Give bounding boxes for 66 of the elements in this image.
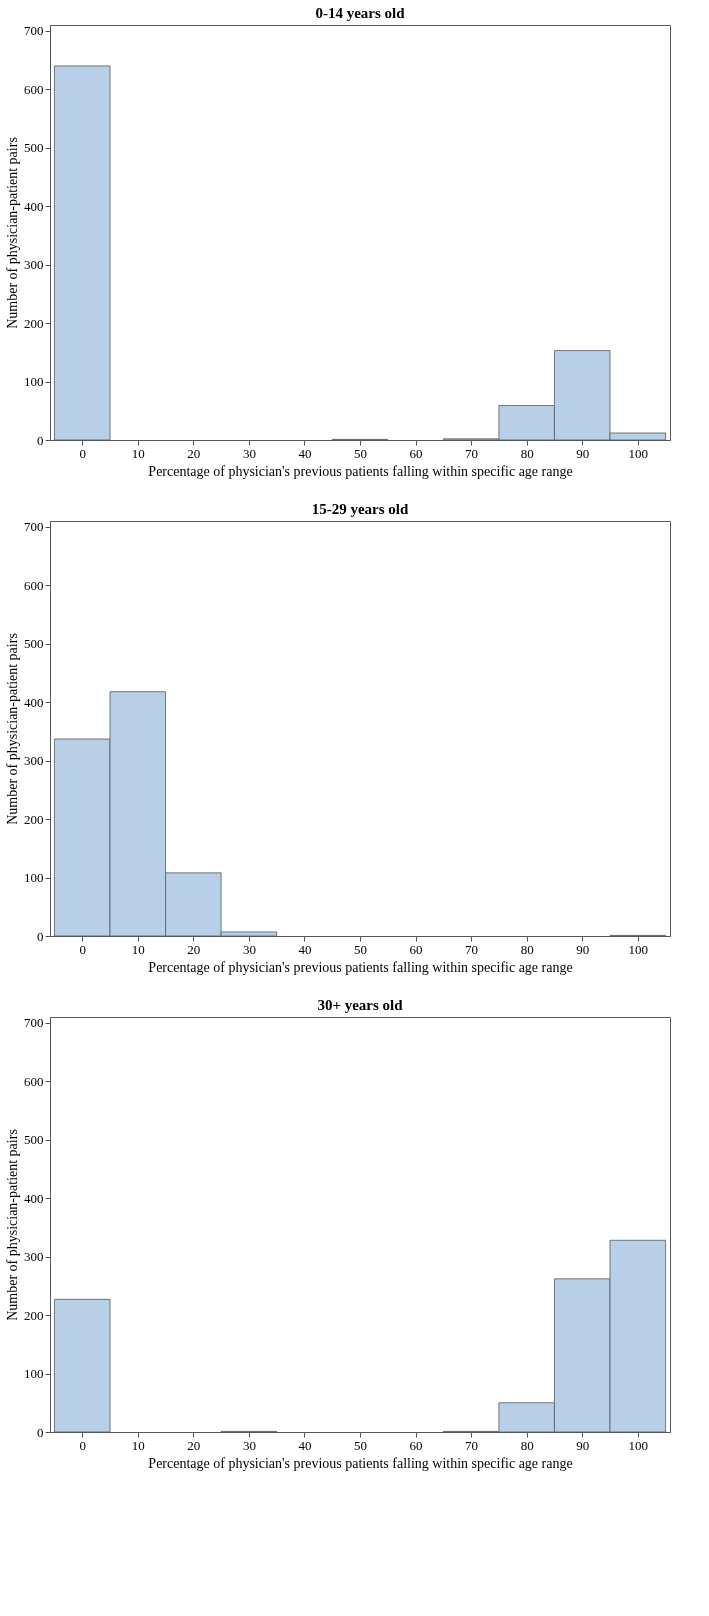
x-tick-label: 20 (187, 941, 201, 957)
x-tick-label: 60 (409, 941, 423, 957)
x-tick-label: 80 (520, 445, 534, 461)
y-tick-label: 100 (24, 1366, 44, 1382)
x-tick-label: 70 (465, 941, 479, 957)
y-axis-title: Number of physician-patient pairs (5, 633, 20, 825)
x-axis-title: Percentage of physician's previous patients falling within specific age range (148, 1455, 573, 1471)
x-tick-label: 20 (187, 445, 201, 461)
x-tick-label: 70 (465, 445, 479, 461)
y-tick-label: 500 (24, 140, 44, 156)
chart-title: 15-29 years old (311, 500, 409, 517)
x-tick-label: 20 (187, 1437, 201, 1453)
y-axis-title: Number of physician-patient pairs (5, 137, 20, 329)
x-tick-label: 70 (465, 1437, 479, 1453)
x-tick-label: 30 (242, 1437, 256, 1453)
y-tick-label: 200 (24, 811, 44, 827)
x-tick-label: 100 (628, 941, 649, 957)
x-tick-label: 10 (131, 1437, 145, 1453)
y-tick-label: 200 (24, 315, 44, 331)
x-tick-label: 100 (628, 445, 649, 461)
x-tick-label: 90 (576, 941, 590, 957)
y-tick-label: 400 (24, 1190, 44, 1206)
y-tick-label: 600 (24, 81, 44, 97)
y-tick-label: 300 (24, 1249, 44, 1265)
y-tick-label: 200 (24, 1307, 44, 1323)
y-tick-label: 500 (24, 636, 44, 652)
y-tick-label: 500 (24, 1132, 44, 1148)
y-tick-label: 0 (37, 432, 44, 448)
y-tick-label: 700 (24, 23, 44, 39)
y-axis-title: Number of physician-patient pairs (5, 1129, 20, 1321)
y-tick-label: 100 (24, 870, 44, 886)
x-axis-title: Percentage of physician's previous patients falling within specific age range (148, 463, 573, 479)
chart-title: 0-14 years old (315, 4, 406, 21)
y-tick-label: 300 (24, 257, 44, 273)
y-tick-label: 300 (24, 753, 44, 769)
x-tick-label: 50 (354, 445, 367, 461)
x-tick-label: 50 (354, 941, 367, 957)
x-tick-label: 50 (354, 1437, 367, 1453)
y-tick-label: 0 (37, 1424, 44, 1440)
x-tick-label: 40 (298, 445, 312, 461)
x-tick-label: 30 (242, 941, 256, 957)
y-tick-label: 0 (37, 928, 44, 944)
y-tick-label: 400 (24, 198, 44, 214)
x-tick-label: 90 (576, 445, 590, 461)
x-tick-label: 40 (298, 1437, 312, 1453)
x-tick-label: 0 (79, 1437, 86, 1453)
y-tick-label: 100 (24, 374, 44, 390)
x-tick-label: 0 (79, 445, 86, 461)
x-tick-label: 80 (520, 1437, 534, 1453)
y-tick-label: 600 (24, 1073, 44, 1089)
x-tick-label: 60 (409, 445, 423, 461)
y-tick-label: 600 (24, 577, 44, 593)
x-tick-label: 80 (520, 941, 534, 957)
y-tick-label: 700 (24, 1015, 44, 1031)
x-tick-label: 60 (409, 1437, 423, 1453)
x-tick-label: 100 (628, 1437, 649, 1453)
chart-title: 30+ years old (317, 996, 404, 1013)
x-tick-label: 10 (131, 941, 145, 957)
x-tick-label: 30 (242, 445, 256, 461)
x-tick-label: 40 (298, 941, 312, 957)
x-tick-label: 10 (131, 445, 145, 461)
x-tick-label: 0 (79, 941, 86, 957)
x-axis-title: Percentage of physician's previous patients falling within specific age range (148, 959, 573, 975)
y-tick-label: 700 (24, 519, 44, 535)
y-tick-label: 400 (24, 694, 44, 710)
x-tick-label: 90 (576, 1437, 590, 1453)
